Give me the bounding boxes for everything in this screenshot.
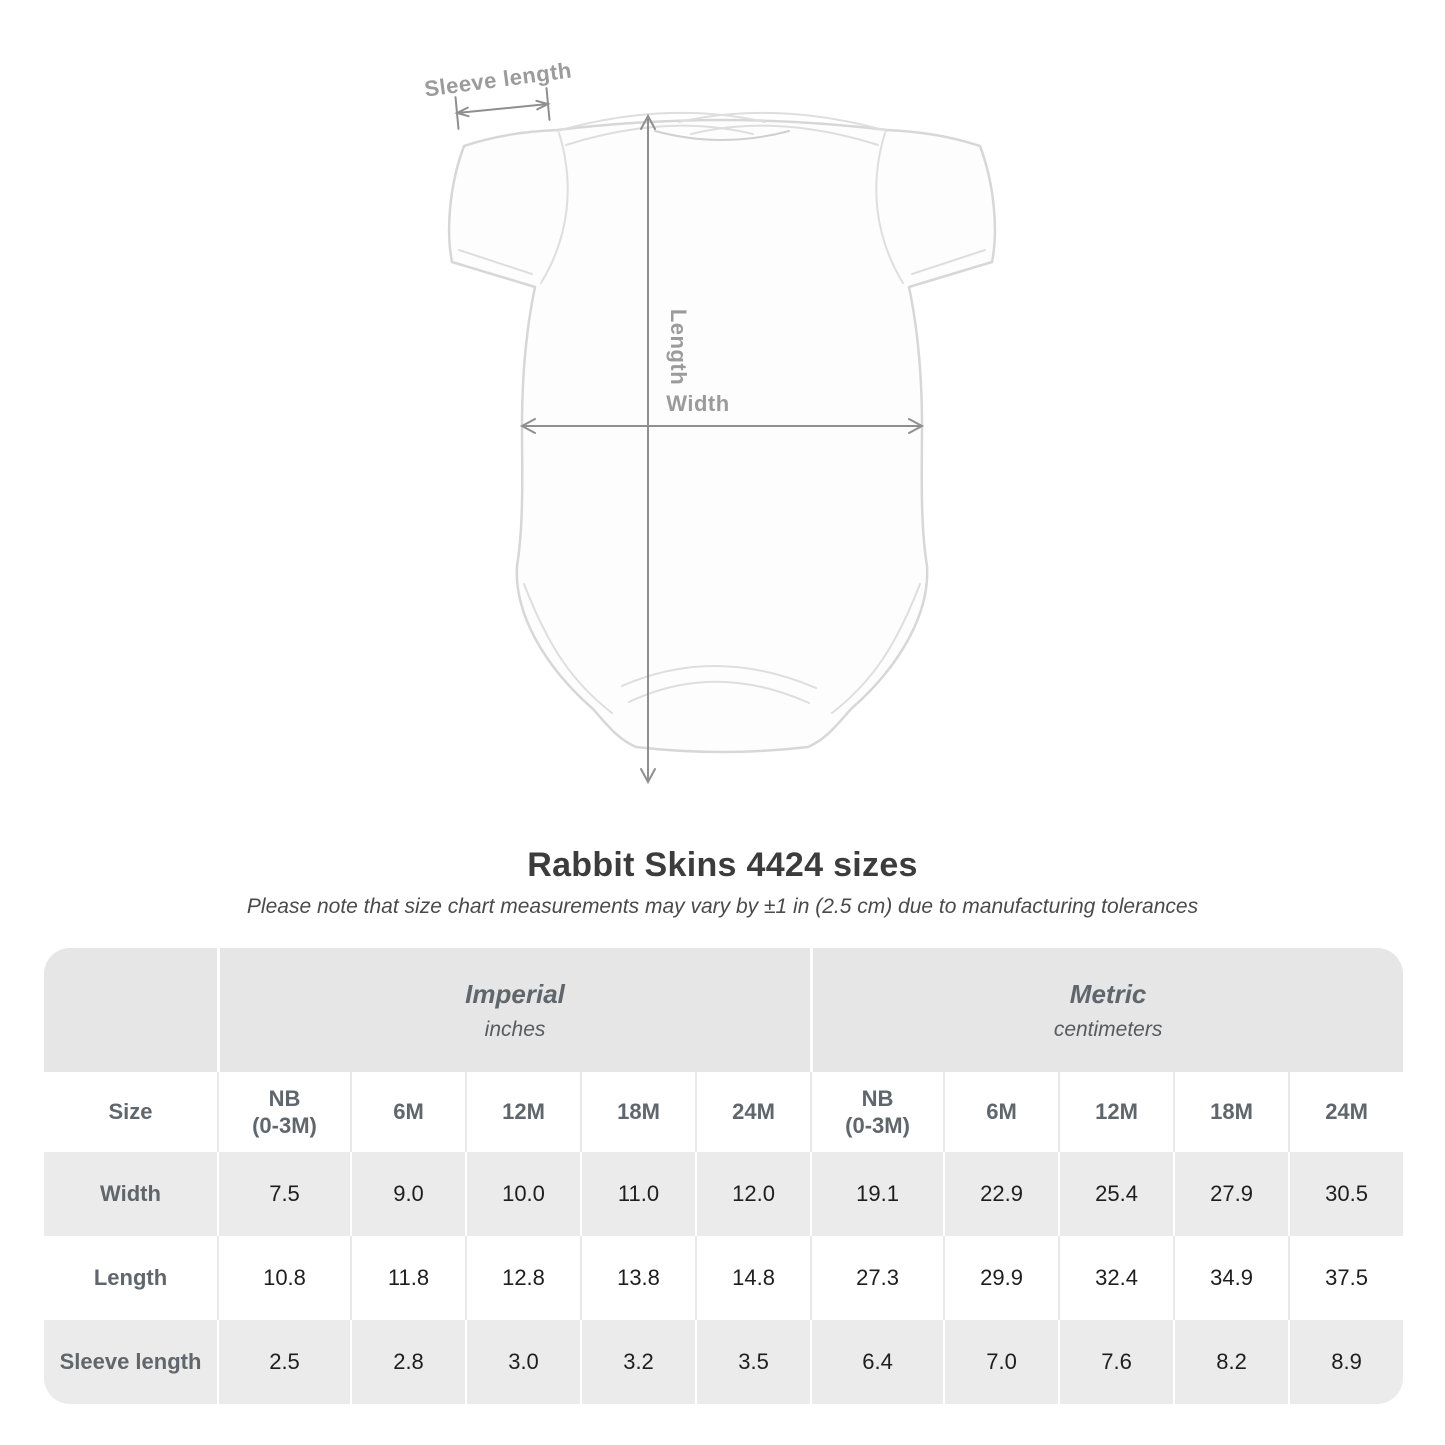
cell: 7.6 [1058,1320,1174,1404]
metric-units: centimeters [1053,1017,1163,1041]
bodysuit-outline [447,118,997,754]
cell: 3.2 [580,1320,695,1404]
column-header-row: Size NB (0-3M) 6M 12M 18M 24M NB (0-3M) … [44,1072,1404,1152]
table-row-length: Length 10.8 11.8 12.8 13.8 14.8 27.3 29.… [44,1236,1404,1320]
unit-band-corner [44,948,217,1072]
cell: 10.8 [217,1236,350,1320]
cell: 25.4 [1058,1152,1174,1236]
garment-diagram: Sleeve length Length Width [423,57,997,785]
cell: 6.4 [810,1320,944,1404]
imperial-label: Imperial [465,978,565,1009]
row-label-sleeve-length: Sleeve length [44,1320,217,1404]
cell: 7.0 [943,1320,1059,1404]
col-header-metric-18m: 18M [1173,1072,1289,1152]
sleeve-length-arrow [454,87,551,130]
table-row-width: Width 7.5 9.0 10.0 11.0 12.0 19.1 22.9 2… [44,1152,1404,1236]
col-header-metric-12m: 12M [1058,1072,1174,1152]
cell: 11.0 [580,1152,695,1236]
col-header-imperial-24m: 24M [695,1072,811,1152]
size-table: Imperial inches Metric centimeters Size … [44,948,1404,1404]
cell: 30.5 [1288,1152,1404,1236]
cell: 11.8 [350,1236,465,1320]
cell: 37.5 [1288,1236,1404,1320]
unit-band-metric: Metric centimeters [810,948,1404,1072]
width-label: Width [666,391,729,416]
bodysuit-seams [458,111,986,714]
page-subtitle: Please note that size chart measurements… [246,895,1199,918]
cell: 13.8 [580,1236,695,1320]
bodysuit-diagram-svg: Sleeve length Length Width [423,57,997,785]
col-header-metric-24m: 24M [1288,1072,1404,1152]
size-table-grid: Imperial inches Metric centimeters Size … [44,948,1404,1404]
cell: 29.9 [943,1236,1059,1320]
cell: 14.8 [695,1236,811,1320]
length-label: Length [666,309,691,385]
row-label-width: Width [44,1152,217,1236]
cell: 3.5 [695,1320,811,1404]
cell: 9.0 [350,1152,465,1236]
cell: 19.1 [810,1152,944,1236]
row-label-length: Length [44,1236,217,1320]
bodysuit-illustration [447,111,997,754]
cell: 10.0 [465,1152,580,1236]
page-title: Rabbit Skins 4424 sizes [527,846,918,884]
cell: 32.4 [1058,1236,1174,1320]
cell: 22.9 [943,1152,1059,1236]
table-row-sleeve-length: Sleeve length 2.5 2.8 3.0 3.2 3.5 6.4 7.… [44,1320,1404,1404]
cell: 27.9 [1173,1152,1289,1236]
cell: 34.9 [1173,1236,1289,1320]
measurement-arrows [454,87,925,785]
col-header-imperial-nb: NB (0-3M) [217,1072,350,1152]
imperial-units: inches [484,1017,546,1041]
length-arrow [640,113,656,785]
cell: 8.9 [1288,1320,1404,1404]
unit-band-imperial: Imperial inches [217,948,811,1072]
col-header-imperial-6m: 6M [350,1072,465,1152]
title-block: Rabbit Skins 4424 sizes Please note that… [0,846,1445,919]
col-header-metric-6m: 6M [943,1072,1059,1152]
cell: 12.8 [465,1236,580,1320]
cell: 12.0 [695,1152,811,1236]
size-header: Size [44,1072,217,1152]
width-arrow [519,418,925,434]
cell: 2.5 [217,1320,350,1404]
cell: 7.5 [217,1152,350,1236]
col-header-metric-nb: NB (0-3M) [810,1072,944,1152]
col-header-imperial-12m: 12M [465,1072,580,1152]
cell: 2.8 [350,1320,465,1404]
metric-label: Metric [1069,978,1147,1009]
cell: 8.2 [1173,1320,1289,1404]
cell: 3.0 [465,1320,580,1404]
cell: 27.3 [810,1236,944,1320]
col-header-imperial-18m: 18M [580,1072,695,1152]
unit-band-row: Imperial inches Metric centimeters [44,948,1404,1072]
sleeve-length-label: Sleeve length [423,57,573,101]
